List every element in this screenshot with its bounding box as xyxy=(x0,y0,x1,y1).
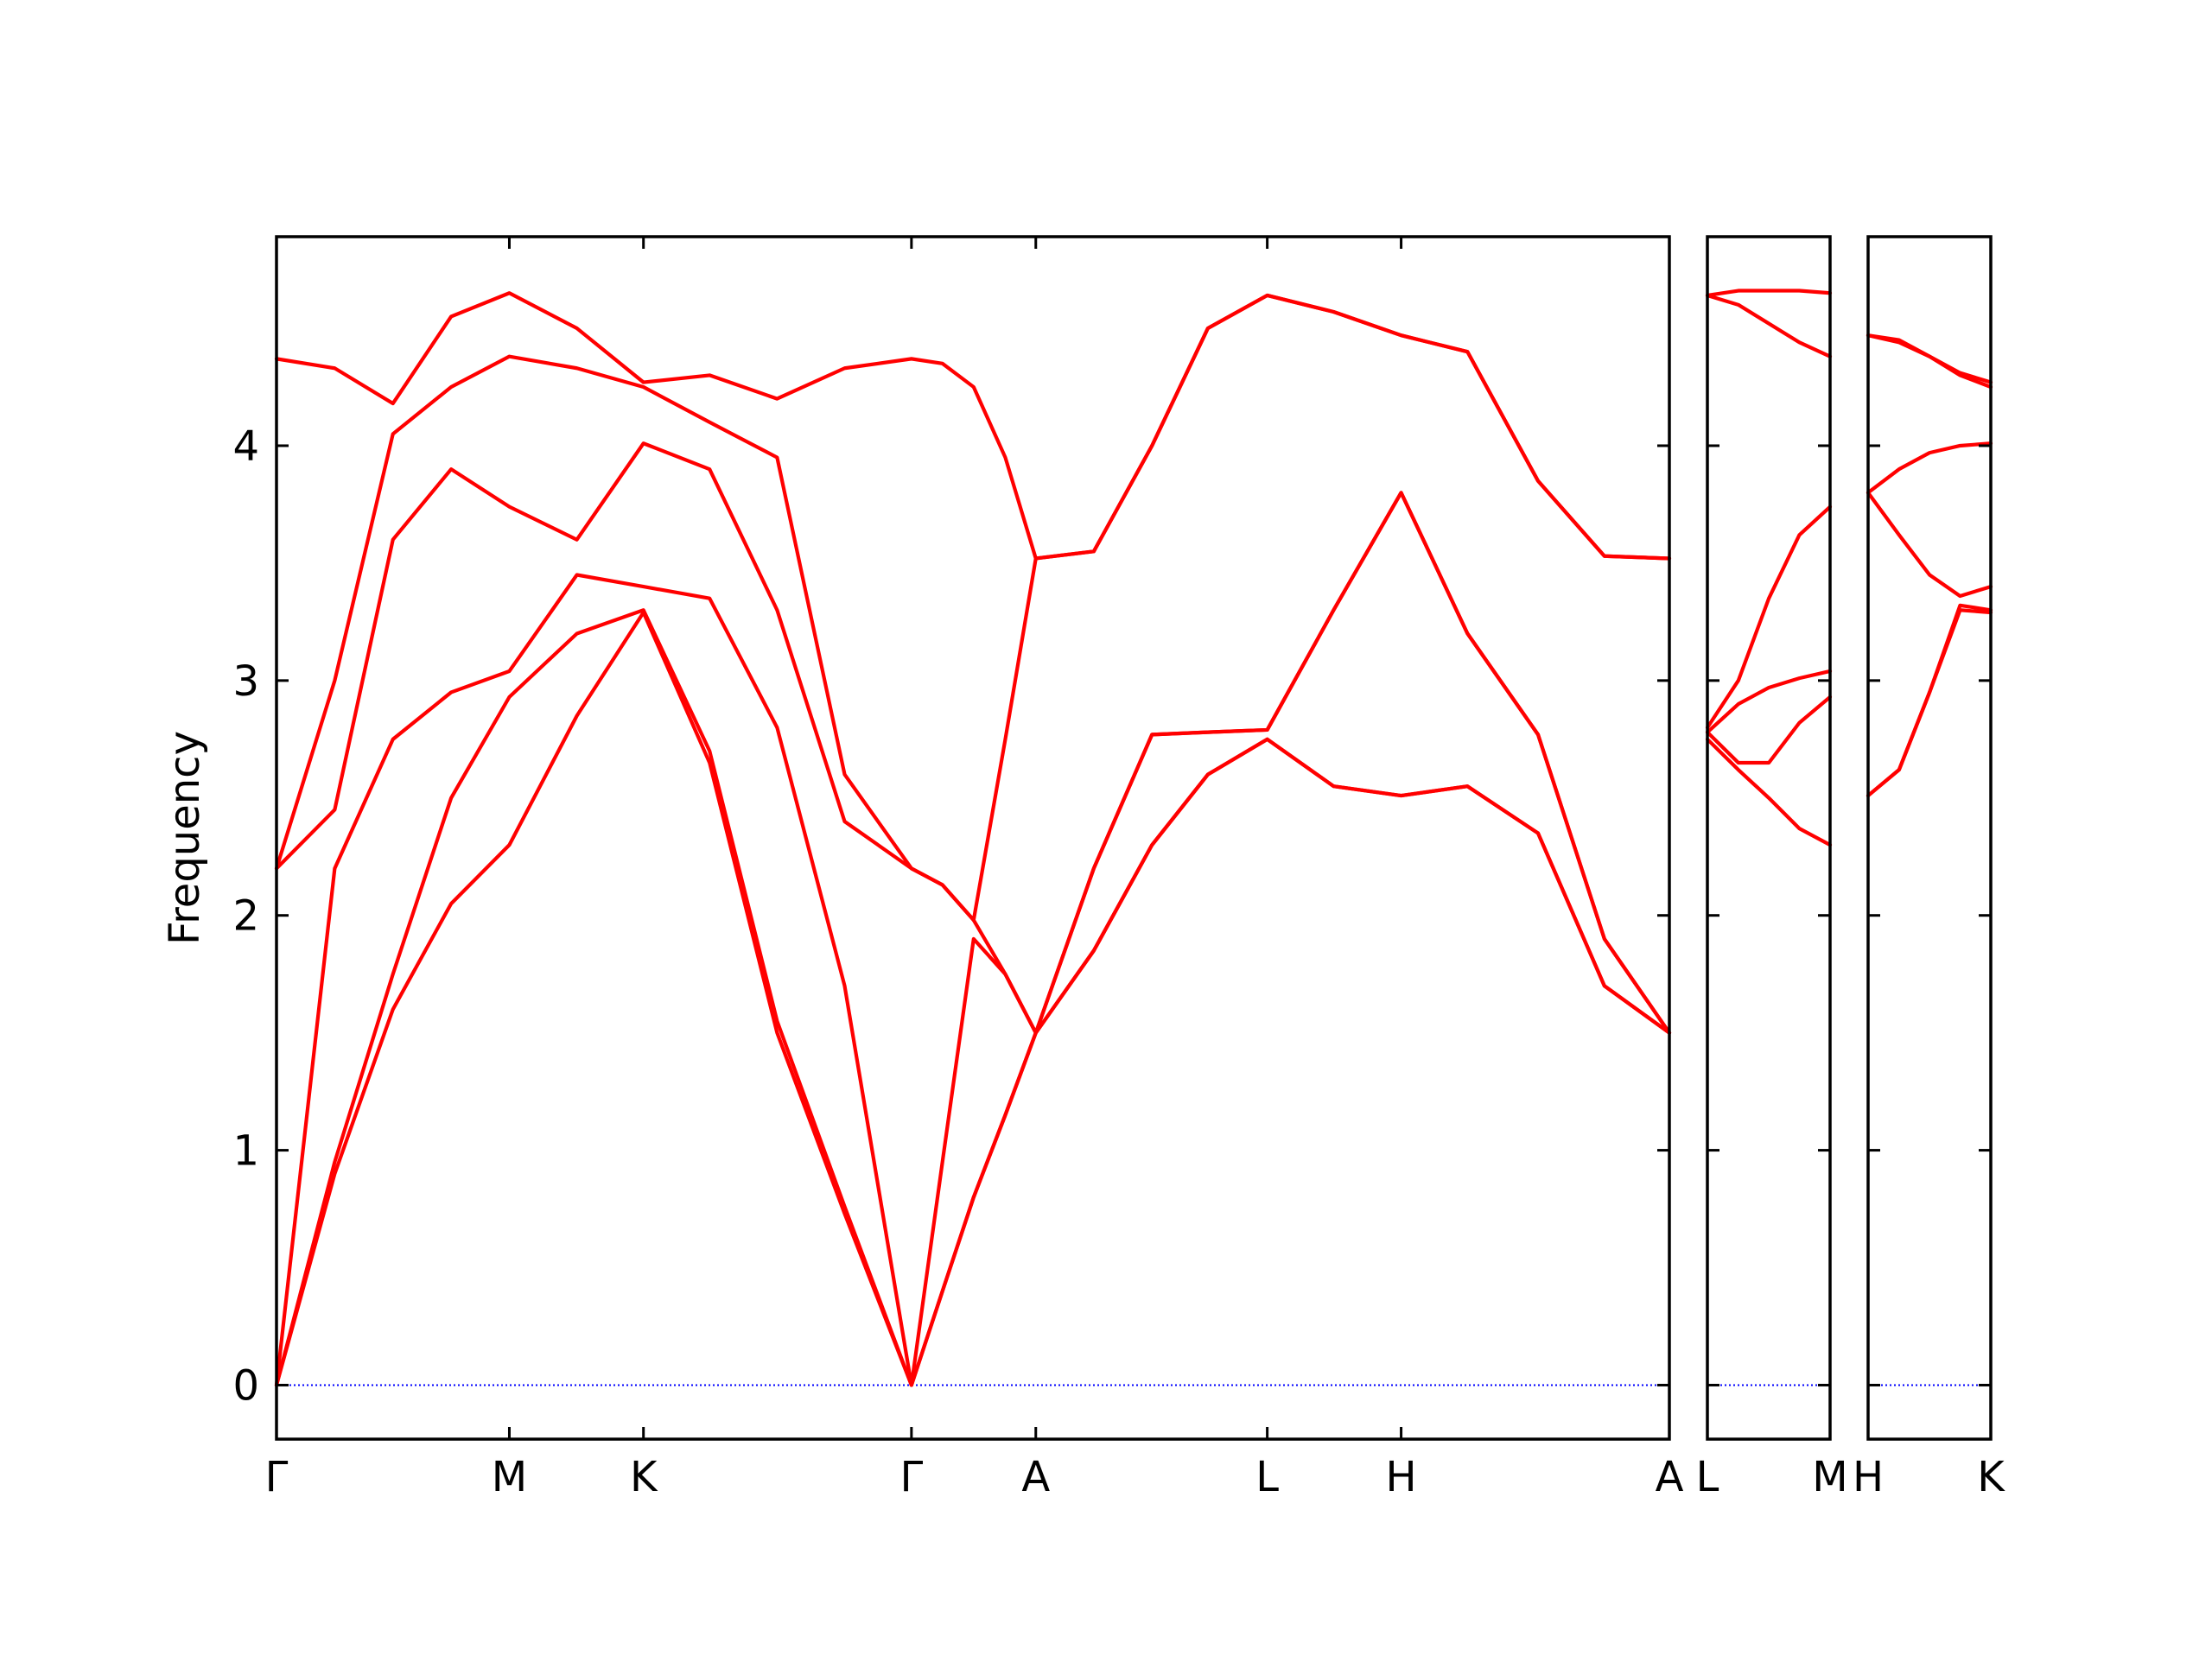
band-line xyxy=(274,608,1672,1387)
plot-frame xyxy=(275,235,1671,1441)
band-line xyxy=(1866,333,1993,390)
band-line xyxy=(1866,441,1993,495)
x-tick-label: L xyxy=(1255,1453,1279,1501)
x-tick-label: L xyxy=(1696,1453,1719,1501)
x-tick-label: Γ xyxy=(265,1453,289,1501)
x-tick-label: M xyxy=(492,1453,527,1501)
x-tick-label: K xyxy=(1977,1453,2005,1501)
x-tick-label: Γ xyxy=(899,1453,923,1501)
band-line xyxy=(1705,289,1833,298)
band-line xyxy=(274,291,1672,561)
x-tick-label: A xyxy=(1656,1453,1684,1501)
band-line xyxy=(1866,333,1993,384)
x-tick-label: H xyxy=(1853,1453,1884,1501)
y-tick-label: 4 xyxy=(232,422,259,471)
band-line xyxy=(1705,737,1833,847)
band-line xyxy=(1705,504,1833,730)
band-line xyxy=(274,491,1672,1387)
y-axis-title: Frequency xyxy=(161,731,209,945)
plot-frame xyxy=(1706,235,1832,1441)
x-tick-label: K xyxy=(630,1453,658,1501)
plot-frame xyxy=(1866,235,1993,1441)
band-line xyxy=(1705,695,1833,765)
y-tick-label: 3 xyxy=(232,657,259,706)
y-tick-label: 1 xyxy=(232,1127,259,1176)
y-tick-label: 2 xyxy=(232,892,259,941)
x-tick-label: M xyxy=(1812,1453,1847,1501)
band-line xyxy=(274,610,1672,1387)
band-line xyxy=(1705,669,1833,734)
x-tick-label: A xyxy=(1021,1453,1050,1501)
band-line xyxy=(1866,608,1993,798)
band-line xyxy=(1705,293,1833,358)
y-tick-label: 0 xyxy=(232,1361,259,1410)
x-tick-label: H xyxy=(1386,1453,1417,1501)
band-line xyxy=(1866,491,1993,599)
band-line xyxy=(1866,603,1993,798)
